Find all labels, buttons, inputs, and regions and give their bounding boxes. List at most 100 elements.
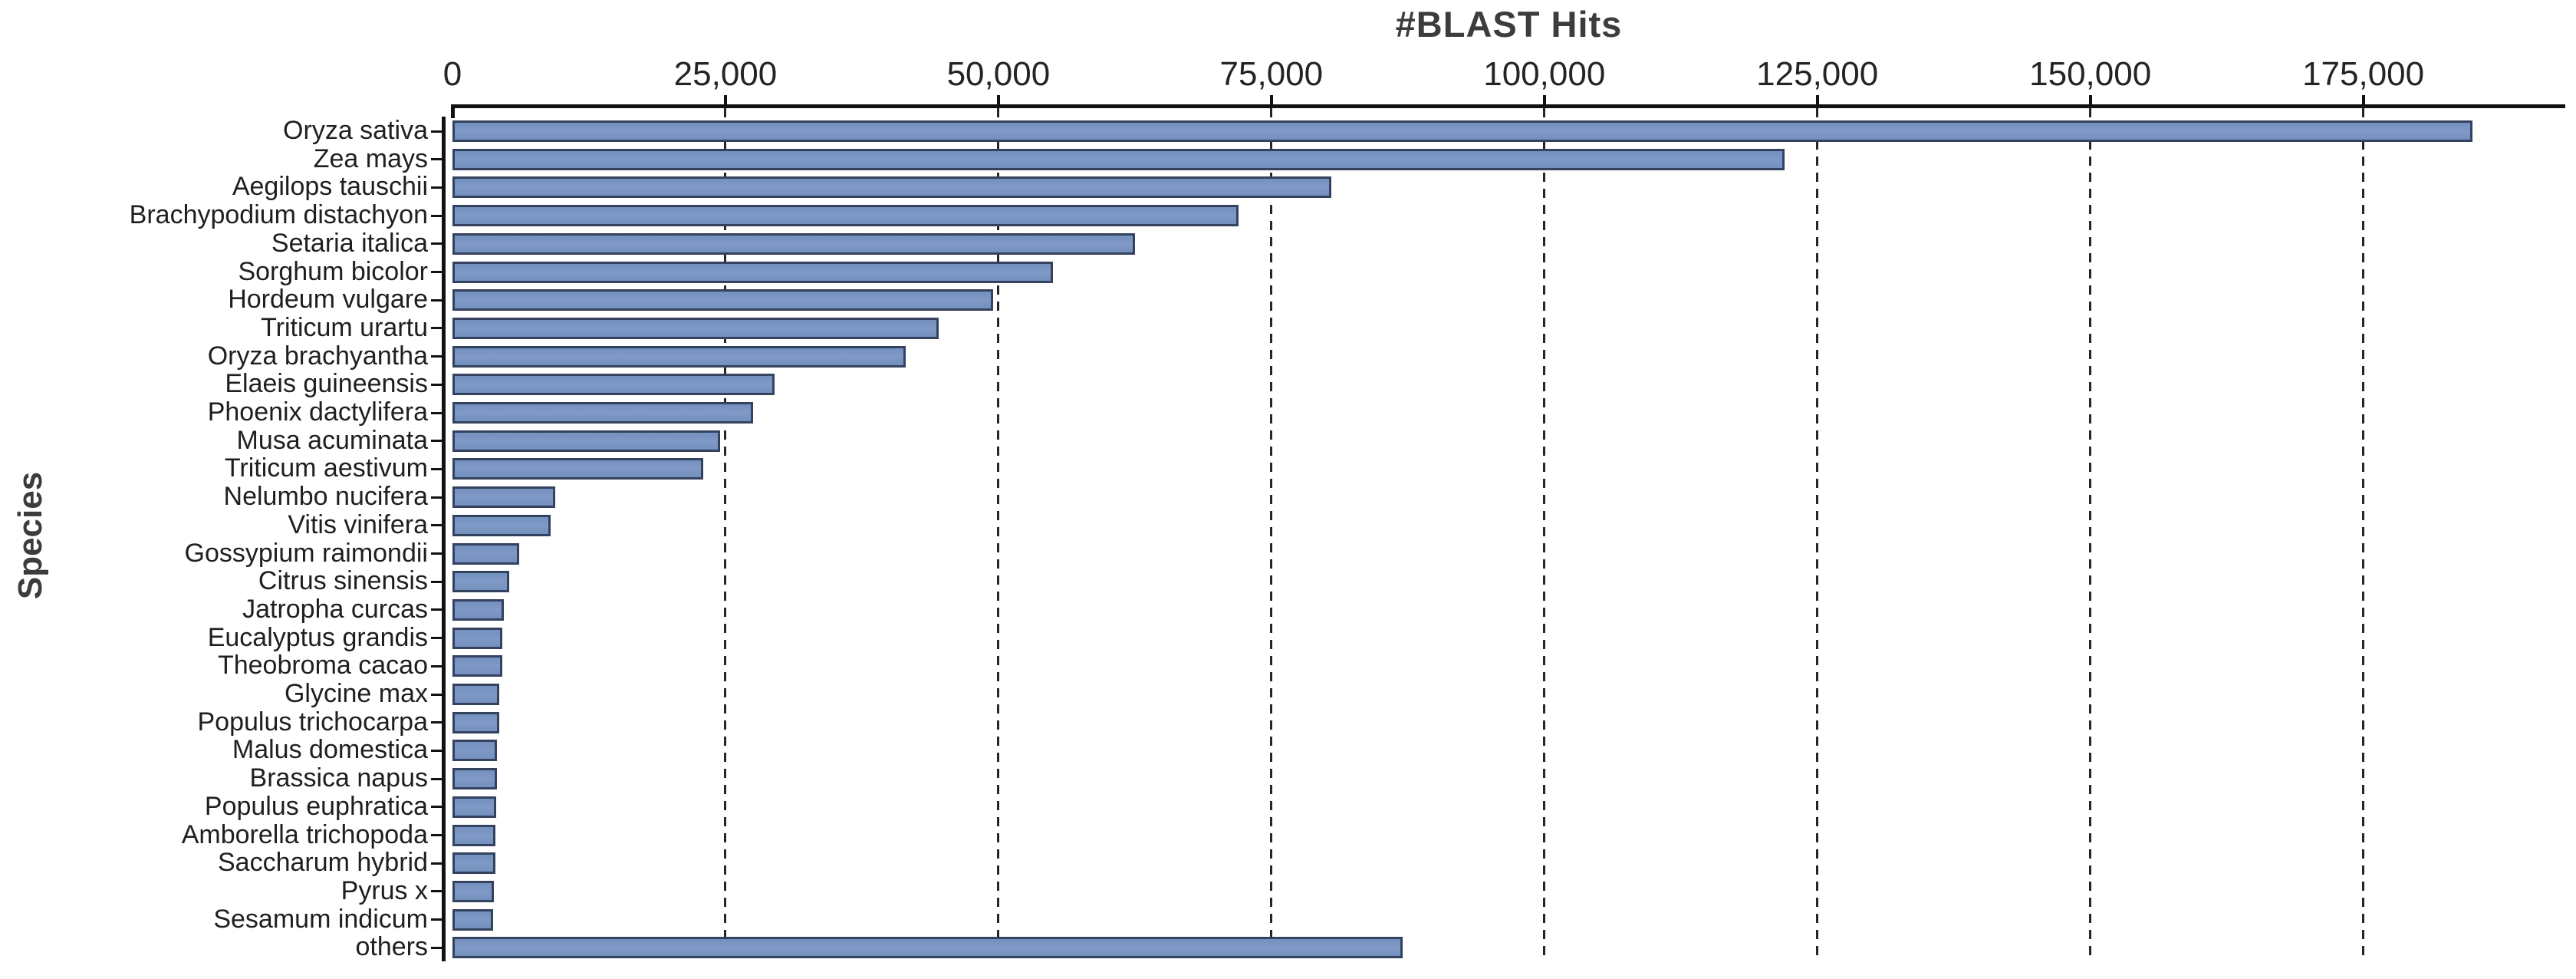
category-label: Triticum aestivum — [224, 453, 428, 483]
y-axis-tick — [431, 749, 442, 752]
category-label: Brassica napus — [249, 763, 428, 793]
y-axis-tick — [431, 524, 442, 527]
x-axis-tick — [723, 95, 727, 104]
bar — [452, 711, 499, 733]
plot-area — [452, 108, 2565, 964]
bar — [452, 205, 1239, 227]
category-label: Populus euphratica — [204, 791, 428, 821]
bar — [452, 458, 703, 480]
y-axis-tick — [431, 186, 442, 189]
category-label: Setaria italica — [271, 228, 428, 258]
bar — [452, 852, 495, 875]
x-axis-tick-label: 50,000 — [946, 55, 1051, 93]
chart-title: #BLAST Hits — [1395, 4, 1623, 44]
category-label: Glycine max — [284, 679, 428, 708]
x-axis-tick-label: 150,000 — [2029, 55, 2152, 93]
y-axis-tick — [431, 946, 442, 949]
category-label: Aegilops tauschii — [232, 172, 428, 202]
gridline — [1270, 108, 1273, 962]
y-axis-tick — [431, 637, 442, 640]
x-axis-line — [451, 104, 2565, 108]
y-axis-tick — [431, 664, 442, 668]
y-axis-tick — [431, 721, 442, 724]
category-label: Gossypium raimondii — [184, 538, 428, 568]
category-label: Elaeis guineensis — [225, 369, 428, 399]
bar — [452, 148, 1785, 170]
bar — [452, 824, 495, 846]
y-axis-tick — [431, 440, 442, 443]
category-label: Theobroma cacao — [217, 651, 428, 681]
gridline — [1543, 108, 1546, 962]
bar — [452, 374, 775, 396]
x-axis-tick — [996, 95, 1000, 104]
y-axis-tick — [431, 580, 442, 583]
bar — [452, 486, 555, 509]
y-axis-tick — [431, 918, 442, 921]
bar — [452, 880, 494, 902]
bar — [452, 684, 499, 705]
category-label: Zea mays — [313, 143, 428, 173]
x-axis-tick — [2361, 95, 2365, 104]
bar — [452, 261, 1053, 283]
category-label: Hordeum vulgare — [228, 285, 428, 315]
y-axis-tick — [431, 242, 442, 246]
x-axis-tick-label: 100,000 — [1483, 55, 1606, 93]
y-axis-tick — [431, 355, 442, 358]
y-axis-tick — [431, 214, 442, 217]
y-axis-tick — [431, 693, 442, 696]
bar — [452, 627, 502, 649]
category-label: Amborella trichopoda — [181, 819, 428, 849]
y-axis-tick — [431, 158, 442, 161]
y-axis-tick — [431, 271, 442, 273]
y-axis-tick — [431, 777, 442, 780]
category-label: Oryza sativa — [283, 116, 428, 145]
category-label: Eucalyptus grandis — [207, 622, 428, 652]
y-axis-tick — [431, 862, 442, 865]
y-axis-tick — [431, 890, 442, 893]
bar — [452, 430, 720, 452]
category-label: Musa acuminata — [236, 425, 428, 455]
y-axis-tick — [431, 467, 442, 470]
bar — [452, 542, 519, 565]
x-axis-tick-label: 0 — [442, 55, 462, 93]
category-label: Sesamum indicum — [213, 904, 428, 934]
bar — [452, 655, 502, 677]
bar — [452, 232, 1135, 255]
y-axis-tick — [431, 834, 442, 836]
category-label: Pyrus x — [341, 875, 428, 905]
category-label: Sorghum bicolor — [238, 256, 428, 286]
y-axis-line — [442, 117, 446, 961]
bar — [452, 908, 493, 931]
x-axis-tick-label: 75,000 — [1219, 55, 1324, 93]
gridline — [2362, 108, 2365, 962]
bar — [452, 289, 993, 312]
category-label: Triticum urartu — [261, 312, 428, 342]
category-label: Phoenix dactylifera — [207, 397, 428, 427]
category-label: Malus domestica — [232, 735, 428, 765]
category-label: Jatropha curcas — [242, 594, 428, 624]
category-label: Oryza brachyantha — [207, 341, 428, 371]
y-axis-tick — [431, 411, 442, 414]
bar — [452, 571, 509, 593]
y-axis-tick — [431, 327, 442, 330]
bar — [452, 402, 753, 424]
gridline — [2089, 108, 2092, 962]
x-axis-tick — [1815, 95, 1819, 104]
bar — [452, 120, 2472, 142]
bar — [452, 768, 497, 790]
x-axis-tick — [2088, 95, 2092, 104]
category-label: Vitis vinifera — [288, 509, 428, 539]
category-label: Populus trichocarpa — [197, 707, 428, 737]
y-axis-tick — [431, 608, 442, 611]
y-axis-tick — [431, 496, 442, 499]
gridline — [1816, 108, 1819, 962]
bar — [452, 740, 497, 762]
bar — [452, 176, 1331, 199]
gridline — [997, 108, 1000, 962]
x-axis-tick-label: 175,000 — [2302, 55, 2425, 93]
gridline — [724, 108, 727, 962]
bar — [452, 937, 1403, 959]
x-axis-zero-tick — [451, 104, 455, 118]
category-label: Citrus sinensis — [258, 566, 428, 596]
